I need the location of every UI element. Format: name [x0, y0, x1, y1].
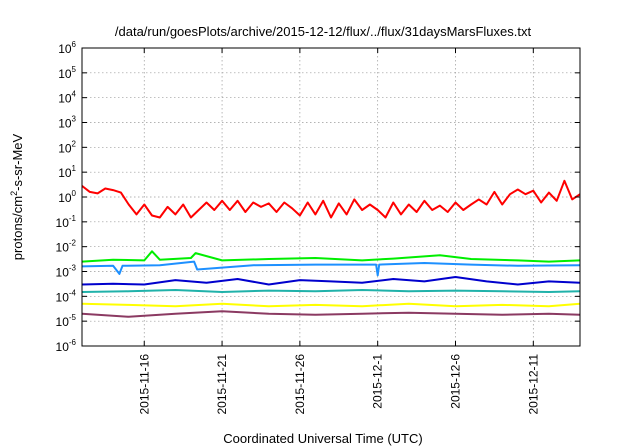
y-axis: 10-6 10-5 10-4 10-3 10-2 10-1 100 101 102 103 104 1… — [56, 40, 580, 354]
x-tick-label: 2015-11-21 — [215, 354, 229, 415]
x-tick-label: 2015-11-16 — [137, 354, 151, 415]
y-tick-label: 105 — [58, 65, 76, 81]
y-tick-label: 10-2 — [56, 239, 77, 255]
series-line — [82, 179, 580, 219]
y-tick-label: 103 — [58, 115, 76, 131]
y-tick-label: 10-6 — [56, 338, 77, 354]
x-tick-label: 2015-12-6 — [449, 354, 463, 409]
y-tick-label: 10-5 — [56, 313, 77, 329]
series-line — [82, 250, 580, 263]
x-tick-label: 2015-12-11 — [526, 354, 540, 415]
y-tick-label: 102 — [58, 139, 76, 155]
y-tick-label: 100 — [58, 189, 76, 205]
y-tick-label: 10-1 — [56, 214, 77, 230]
y-tick-label: 101 — [58, 164, 76, 180]
chart-title: /data/run/goesPlots/archive/2015-12-12/f… — [115, 24, 532, 39]
series-line — [82, 289, 580, 293]
x-axis: 2015-11-16 2015-11-21 2015-11-26 2015-12-1 2… — [137, 48, 540, 415]
y-tick-label: 104 — [58, 90, 76, 106]
x-axis-label: Coordinated Universal Time (UTC) — [223, 431, 422, 446]
y-tick-label: 106 — [58, 40, 76, 56]
series-line — [82, 276, 580, 286]
series-layer — [82, 179, 580, 318]
grid — [82, 48, 580, 346]
x-tick-label: 2015-11-26 — [293, 354, 307, 415]
series-line — [82, 302, 580, 308]
series-line — [82, 310, 580, 318]
y-tick-label: 10-3 — [56, 264, 77, 280]
series-line — [82, 260, 580, 277]
y-axis-label: protons/cm2-s-sr-MeV — [9, 133, 25, 260]
x-tick-label: 2015-12-1 — [371, 354, 385, 409]
y-tick-label: 10-4 — [56, 288, 77, 304]
